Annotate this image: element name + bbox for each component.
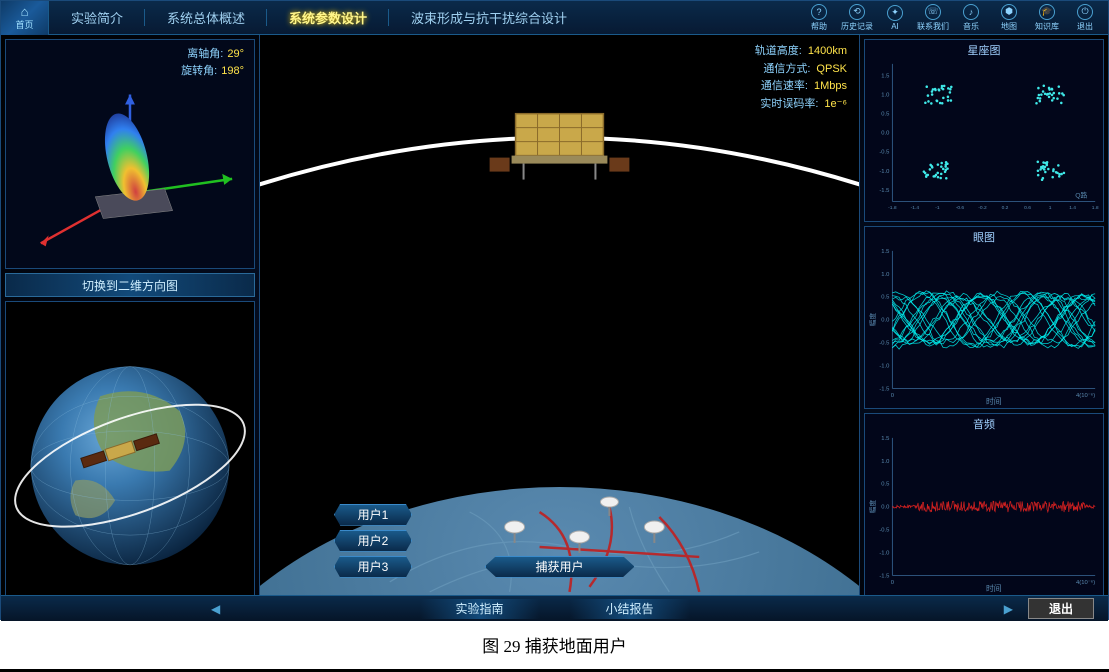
switch-2d-button[interactable]: 切换到二维方向图 [5, 273, 255, 297]
user3-button[interactable]: 用户3 [334, 556, 412, 578]
music-icon: ♪ [963, 4, 979, 20]
svg-text:0.0: 0.0 [881, 131, 890, 137]
tool-help[interactable]: ?帮助 [800, 1, 838, 34]
svg-text:1.8: 1.8 [1092, 205, 1099, 211]
svg-text:0: 0 [891, 393, 895, 399]
svg-text:-1.8: -1.8 [888, 205, 897, 211]
user-buttons: 用户1 用户2 用户3 [334, 504, 412, 578]
home-label: 首页 [15, 18, 33, 31]
user2-button[interactable]: 用户2 [334, 530, 412, 552]
eye-diagram-chart: 眼图 -1.5 -1.0 -0.5 0.0 0.5 1.0 1.5 幅度时间 0 4(10⁻⁶) [864, 226, 1104, 409]
history-icon: ⟲ [849, 4, 865, 20]
svg-text:-0.5: -0.5 [879, 340, 889, 346]
tab-params[interactable]: 系统参数设计 [267, 1, 389, 34]
map-icon: ⬢ [1001, 4, 1017, 20]
svg-text:幅度: 幅度 [868, 499, 877, 513]
svg-text:-1.4: -1.4 [911, 205, 920, 211]
figure-caption: 图 29 捕获地面用户 [0, 620, 1109, 669]
svg-text:0.5: 0.5 [881, 111, 889, 117]
earth-svg [6, 302, 254, 590]
tool-knowledge[interactable]: 🎓知识库 [1028, 1, 1066, 34]
summary-button[interactable]: 小结报告 [570, 599, 690, 619]
svg-text:-0.2: -0.2 [978, 205, 987, 211]
svg-text:时间: 时间 [986, 583, 1002, 593]
svg-text:-1: -1 [935, 205, 940, 211]
svg-text:0.2: 0.2 [1002, 205, 1009, 211]
knowledge-icon: 🎓 [1039, 4, 1055, 20]
svg-text:0: 0 [891, 580, 895, 586]
svg-text:-1.5: -1.5 [879, 386, 889, 392]
tool-exit[interactable]: ⏻退出 [1066, 1, 1104, 34]
power-icon: ⏻ [1077, 4, 1093, 20]
user1-button[interactable]: 用户1 [334, 504, 412, 526]
svg-text:0.0: 0.0 [881, 317, 890, 323]
tool-contact[interactable]: ☏联系我们 [914, 1, 952, 34]
capture-user-button[interactable]: 捕获用户 [485, 556, 635, 578]
tool-history[interactable]: ⟲历史记录 [838, 1, 876, 34]
svg-text:0.6: 0.6 [1024, 205, 1031, 211]
svg-text:-0.6: -0.6 [956, 205, 965, 211]
ai-icon: ✦ [887, 5, 903, 21]
svg-text:-1.0: -1.0 [879, 363, 890, 369]
constellation-chart: 星座图 -1.5 -1.0 -0.5 0.0 0.5 1.0 1.5 -1.8 -1.4 -1 -0… [864, 39, 1104, 222]
bottombar: ◀ 实验指南 小结报告 ▶ 退出 [1, 595, 1108, 621]
constellation-title: 星座图 [865, 40, 1103, 60]
audio-chart: 音频 -1.5 -1.0 -0.5 0.0 0.5 1.0 1.5 幅度时间 0 4(10⁻⁶) [864, 413, 1104, 596]
audio-title: 音频 [865, 414, 1103, 434]
earth-panel[interactable] [5, 301, 255, 596]
svg-text:-1.0: -1.0 [879, 550, 890, 556]
antenna-3d-panel[interactable]: 离轴角:29° 旋转角:198° [5, 39, 255, 269]
svg-text:4(10⁻⁶): 4(10⁻⁶) [1076, 579, 1095, 586]
tab-intro[interactable]: 实验简介 [49, 1, 145, 34]
svg-text:1.5: 1.5 [881, 73, 889, 79]
guide-button[interactable]: 实验指南 [420, 599, 540, 619]
svg-text:时间: 时间 [986, 396, 1002, 406]
topbar: ⌂ 首页 实验简介 系统总体概述 系统参数设计 波束形成与抗干扰综合设计 ?帮助… [1, 1, 1108, 35]
svg-text:Q路: Q路 [1075, 190, 1087, 199]
home-icon: ⌂ [21, 5, 29, 18]
svg-text:1: 1 [1049, 205, 1052, 211]
tab-beamforming[interactable]: 波束形成与抗干扰综合设计 [389, 1, 589, 34]
main-grid: 离轴角:29° 旋转角:198° [1, 35, 1108, 595]
tool-music[interactable]: ♪音乐 [952, 1, 990, 34]
center-view[interactable]: 轨道高度:1400km 通信方式:QPSK 通信速率:1Mbps 实时误码率:1… [259, 35, 860, 600]
tool-map[interactable]: ⬢地图 [990, 1, 1028, 34]
eye-title: 眼图 [865, 227, 1103, 247]
toolbar: ?帮助 ⟲历史记录 ✦AI ☏联系我们 ♪音乐 ⬢地图 🎓知识库 ⏻退出 [800, 1, 1108, 34]
svg-text:-0.5: -0.5 [879, 150, 889, 156]
svg-text:1.5: 1.5 [881, 249, 889, 255]
left-column: 离轴角:29° 旋转角:198° [1, 35, 259, 600]
tab-overview[interactable]: 系统总体概述 [145, 1, 267, 34]
next-arrow-icon[interactable]: ▶ [1004, 602, 1013, 616]
svg-text:0.0: 0.0 [881, 504, 890, 510]
tool-ai[interactable]: ✦AI [876, 1, 914, 34]
svg-text:幅度: 幅度 [868, 313, 877, 327]
right-column: 星座图 -1.5 -1.0 -0.5 0.0 0.5 1.0 1.5 -1.8 -1.4 -1 -0… [860, 35, 1108, 600]
svg-text:1.0: 1.0 [881, 272, 890, 278]
help-icon: ? [811, 4, 827, 20]
svg-text:1.5: 1.5 [881, 436, 889, 442]
svg-text:0.5: 0.5 [881, 295, 889, 301]
exit-button[interactable]: 退出 [1028, 598, 1094, 619]
svg-text:1.0: 1.0 [881, 92, 890, 98]
phone-icon: ☏ [925, 4, 941, 20]
svg-text:1.0: 1.0 [881, 459, 890, 465]
prev-arrow-icon[interactable]: ◀ [211, 602, 220, 616]
home-button[interactable]: ⌂ 首页 [1, 1, 49, 35]
svg-text:0.5: 0.5 [881, 481, 889, 487]
angle-readout: 离轴角:29° 旋转角:198° [181, 46, 244, 79]
nav-tabs: 实验简介 系统总体概述 系统参数设计 波束形成与抗干扰综合设计 [49, 1, 589, 34]
svg-text:1.4: 1.4 [1069, 205, 1076, 211]
svg-text:4(10⁻⁶): 4(10⁻⁶) [1076, 392, 1095, 399]
svg-text:-1.5: -1.5 [879, 188, 889, 194]
svg-text:-1.5: -1.5 [879, 573, 889, 579]
svg-text:-1.0: -1.0 [879, 169, 890, 175]
svg-text:-0.5: -0.5 [879, 527, 889, 533]
